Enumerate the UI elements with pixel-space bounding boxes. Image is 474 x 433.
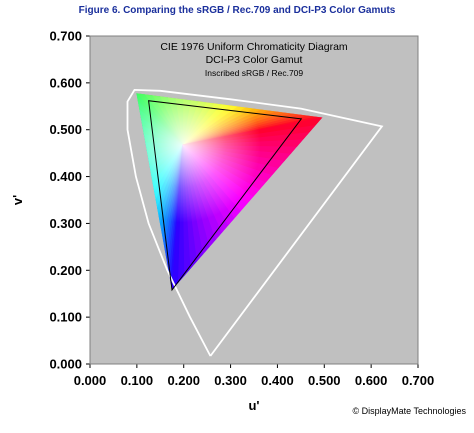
y-tick-label: 0.000 bbox=[49, 357, 82, 372]
y-axis-label: v' bbox=[10, 195, 25, 205]
figure-title: Figure 6. Comparing the sRGB / Rec.709 a… bbox=[79, 5, 396, 16]
srgb-gamut-outline bbox=[148, 100, 303, 292]
y-tick-label: 0.700 bbox=[49, 29, 82, 44]
x-tick-label: 0.500 bbox=[308, 373, 341, 388]
y-tick-label: 0.100 bbox=[49, 310, 82, 325]
plot-subtitle: Inscribed sRGB / Rec.709 bbox=[205, 68, 304, 78]
x-tick-label: 0.600 bbox=[355, 373, 388, 388]
plot-contents bbox=[126, 88, 384, 357]
plot-area bbox=[90, 36, 418, 364]
x-axis-label: u' bbox=[248, 398, 259, 413]
plot-title-line-2: DCI-P3 Color Gamut bbox=[206, 54, 303, 66]
x-tick-label: 0.300 bbox=[214, 373, 247, 388]
x-tick-label: 0.100 bbox=[121, 373, 154, 388]
plot-border bbox=[89, 35, 419, 365]
x-tick-label: 0.400 bbox=[261, 373, 294, 388]
x-tick-label: 0.700 bbox=[402, 373, 435, 388]
spectral-locus bbox=[126, 88, 384, 357]
x-tick-label: 0.200 bbox=[167, 373, 200, 388]
y-tick-label: 0.400 bbox=[49, 169, 82, 184]
y-tick-label: 0.500 bbox=[49, 122, 82, 137]
copyright-credit: © DisplayMate Technologies bbox=[352, 406, 466, 416]
y-tick-label: 0.600 bbox=[49, 75, 82, 90]
x-tick-label: 0.000 bbox=[74, 373, 107, 388]
p3-gamut-fill bbox=[136, 93, 323, 290]
y-tick-label: 0.200 bbox=[49, 263, 82, 278]
x-tick-labels: 0.000 0.100 0.200 0.300 0.400 0.500 0.600 0.700 bbox=[74, 373, 435, 388]
plot-title-line-1: CIE 1976 Uniform Chromaticity Diagram bbox=[160, 41, 348, 53]
y-tick-label: 0.300 bbox=[49, 216, 82, 231]
y-tick-labels: 0.000 0.100 0.200 0.300 0.400 0.500 0.600 0.700 bbox=[49, 29, 82, 372]
axis-tick-marks bbox=[86, 35, 419, 368]
